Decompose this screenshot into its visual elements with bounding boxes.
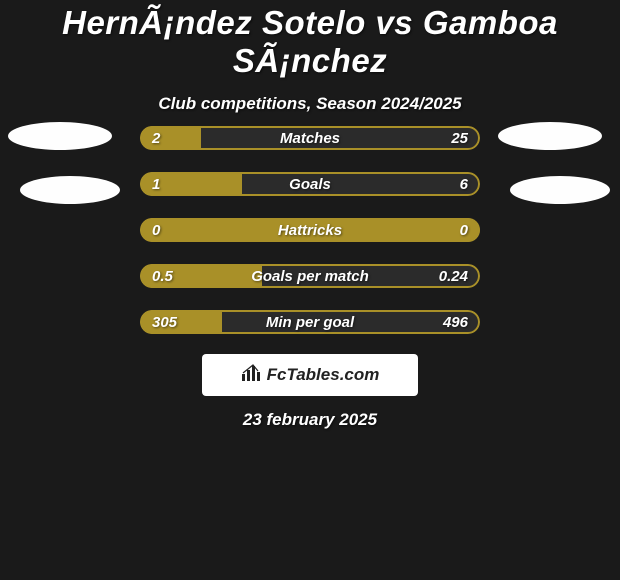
bar-metric-label: Min per goal: [140, 310, 480, 334]
comparison-bar-row: 0.50.24Goals per match: [140, 264, 480, 288]
bar-metric-label: Matches: [140, 126, 480, 150]
fctables-logo: FcTables.com: [202, 354, 418, 396]
bar-metric-label: Hattricks: [140, 218, 480, 242]
decorative-ellipse: [498, 122, 602, 150]
page-subtitle: Club competitions, Season 2024/2025: [0, 94, 620, 114]
comparison-bar-row: 305496Min per goal: [140, 310, 480, 334]
comparison-bar-row: 16Goals: [140, 172, 480, 196]
bar-metric-label: Goals: [140, 172, 480, 196]
comparison-bar-row: 225Matches: [140, 126, 480, 150]
comparison-infographic: HernÃ¡ndez Sotelo vs Gamboa SÃ¡nchez Club…: [0, 0, 620, 580]
date-line: 23 february 2025: [0, 410, 620, 430]
decorative-ellipse: [510, 176, 610, 204]
logo-text: FcTables.com: [267, 365, 380, 385]
bars-icon: [241, 364, 263, 387]
comparison-bars: 225Matches 16Goals 00Hattricks 0.50.24Goals…: [140, 126, 480, 356]
decorative-ellipse: [20, 176, 120, 204]
bar-metric-label: Goals per match: [140, 264, 480, 288]
page-title: HernÃ¡ndez Sotelo vs Gamboa SÃ¡nchez: [0, 0, 620, 80]
decorative-ellipse: [8, 122, 112, 150]
comparison-bar-row: 00Hattricks: [140, 218, 480, 242]
